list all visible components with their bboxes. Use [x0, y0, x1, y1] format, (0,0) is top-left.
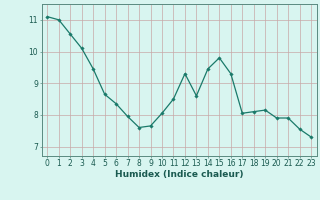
X-axis label: Humidex (Indice chaleur): Humidex (Indice chaleur)	[115, 170, 244, 179]
